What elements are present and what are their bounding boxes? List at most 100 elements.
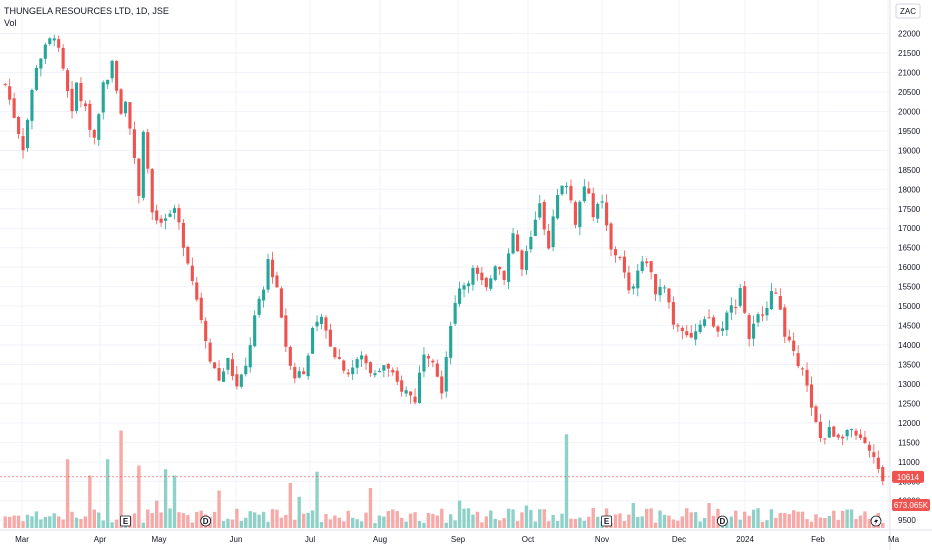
candle-body	[97, 114, 101, 140]
candle-body	[609, 223, 613, 250]
volume-bar	[159, 512, 163, 528]
volume-bar	[702, 518, 707, 528]
dividend-marker[interactable]: D	[200, 515, 212, 527]
candle-body	[729, 305, 733, 313]
candle-body	[337, 357, 341, 359]
volume-bar	[707, 503, 711, 528]
volume-bar	[337, 517, 342, 528]
y-tick-label: 13500	[898, 360, 921, 369]
candle-body	[587, 188, 591, 194]
candle-body	[279, 288, 283, 318]
price-axis[interactable]: 22000 21500 21000 20500 20000 19500 19000 18500…	[898, 30, 921, 526]
earnings-marker[interactable]: E	[120, 515, 131, 527]
volume-bar	[466, 508, 471, 528]
volume-bar	[315, 471, 319, 528]
lightning-icon[interactable]	[870, 515, 882, 527]
candle-body	[524, 251, 528, 271]
x-tick-label: Ma	[888, 535, 900, 544]
volume-bar	[778, 512, 783, 528]
candle-body	[39, 58, 43, 69]
candle-body	[573, 202, 577, 225]
candle-body	[760, 314, 765, 316]
candle-body	[417, 372, 422, 403]
volume-bar	[756, 508, 760, 528]
candle-body	[605, 202, 609, 226]
grid-lines	[0, 0, 890, 530]
x-tick-label: Jul	[305, 535, 315, 544]
volume-bar	[422, 522, 426, 528]
candle-body	[221, 371, 226, 382]
candle-body	[17, 117, 21, 134]
volume-bar	[845, 509, 849, 528]
candle-body	[440, 376, 444, 394]
volume-bar	[832, 510, 836, 528]
candle-body	[823, 438, 827, 440]
volume-bar	[172, 475, 177, 528]
candle-body	[137, 158, 141, 196]
candle-body	[640, 261, 644, 271]
volume-bar	[377, 515, 382, 528]
candle-body	[698, 324, 702, 333]
volume-bar	[297, 496, 301, 528]
candle-body	[774, 292, 778, 294]
volume-bar	[569, 518, 573, 528]
volume-bar	[324, 514, 328, 528]
volume-legend[interactable]: Vol	[4, 18, 17, 28]
volume-bar	[497, 520, 502, 528]
candle-body	[667, 288, 671, 303]
candle-body	[141, 131, 145, 198]
candle-body	[547, 230, 551, 249]
volume-bar	[168, 508, 172, 528]
candle-body	[707, 317, 711, 319]
dividend-marker[interactable]: D	[717, 515, 728, 527]
y-tick-label: 15000	[898, 302, 921, 311]
candle-body	[66, 70, 70, 92]
y-tick-label: 9500	[898, 516, 916, 525]
x-tick-label: Feb	[811, 535, 825, 544]
volume-bar	[61, 519, 65, 528]
volume-bar	[578, 517, 582, 528]
candle-body	[213, 362, 217, 369]
candle-body	[743, 286, 747, 313]
currency-button[interactable]: ZAC	[895, 3, 921, 19]
volume-bar	[457, 500, 462, 528]
candle-body	[61, 47, 65, 69]
candle-body	[507, 253, 511, 282]
y-tick-label: 11500	[898, 438, 920, 447]
candle-body	[244, 365, 248, 375]
candle-body	[92, 130, 96, 138]
candle-body	[836, 434, 840, 438]
candle-body	[783, 307, 787, 337]
volume-bar	[48, 516, 52, 528]
candle-body	[311, 327, 315, 354]
volume-bar	[417, 520, 422, 528]
volume-bar	[769, 509, 774, 528]
volume-bar	[163, 469, 168, 528]
candle-body	[426, 356, 430, 359]
volume-bar	[92, 509, 97, 528]
candle-body	[83, 103, 87, 107]
candle-body	[190, 265, 194, 282]
candle-body	[172, 208, 177, 213]
volume-bar	[827, 516, 832, 528]
volume-bar	[16, 515, 21, 528]
volume-bar	[484, 516, 489, 528]
volume-bar	[671, 519, 676, 528]
candle-body	[409, 391, 413, 396]
volume-bar	[685, 508, 689, 528]
candle-body	[471, 268, 475, 285]
candle-body	[328, 329, 332, 347]
volume-bar	[342, 521, 346, 528]
candle-body	[186, 246, 190, 264]
volume-bar	[257, 514, 261, 528]
volume-bar	[25, 514, 30, 528]
candle-body	[462, 285, 466, 290]
candle-body	[827, 427, 831, 438]
earnings-marker[interactable]: E	[601, 515, 612, 527]
volume-bar	[79, 518, 83, 528]
candle-body	[636, 270, 640, 289]
volume-bar	[395, 511, 399, 528]
time-axis[interactable]: Mar Apr May Jun Jul Aug Sep Oct Nov Dec 2024 Feb Ma	[15, 535, 900, 544]
